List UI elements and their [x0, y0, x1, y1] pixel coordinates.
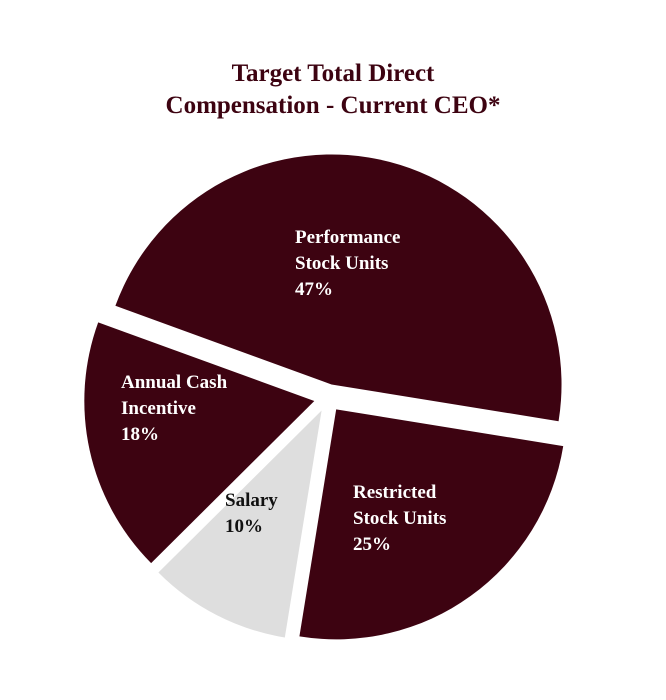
pie-slice-label-1: Performance Stock Units 47%	[295, 227, 401, 300]
chart-title-line-2: Compensation - Current CEO*	[165, 92, 501, 119]
pie-slice-label-line: 18%	[121, 424, 159, 445]
pie-slice-label-line: Restricted	[353, 482, 437, 503]
pie-slice-label-line: Annual Cash	[121, 372, 228, 393]
pie-slice-label-line: Stock Units	[295, 253, 388, 274]
pie-slice-label-line: Salary	[225, 490, 278, 511]
pie-slice-1	[115, 154, 562, 422]
pie-slice-label-line: 47%	[295, 279, 333, 300]
pie-slice-2	[299, 409, 564, 640]
pie-slice-4	[84, 322, 315, 564]
pie-slice-label-4: Annual Cash Incentive 18%	[121, 372, 228, 445]
pie-slice-3	[158, 410, 322, 638]
chart-title: Target Total Direct Compensation - Curre…	[0, 58, 666, 122]
pie-slice-label-line: Incentive	[121, 398, 196, 419]
pie-slice-label-line: 10%	[225, 516, 263, 537]
pie-slice-label-3: Salary 10%	[225, 490, 278, 537]
pie-slice-label-line: Stock Units	[353, 508, 446, 529]
pie-slice-label-2: Restricted Stock Units 25%	[353, 482, 446, 555]
pie-slice-label-line: Performance	[295, 227, 401, 248]
chart-title-line-1: Target Total Direct	[231, 60, 435, 87]
pie-slice-label-line: 25%	[353, 534, 391, 555]
